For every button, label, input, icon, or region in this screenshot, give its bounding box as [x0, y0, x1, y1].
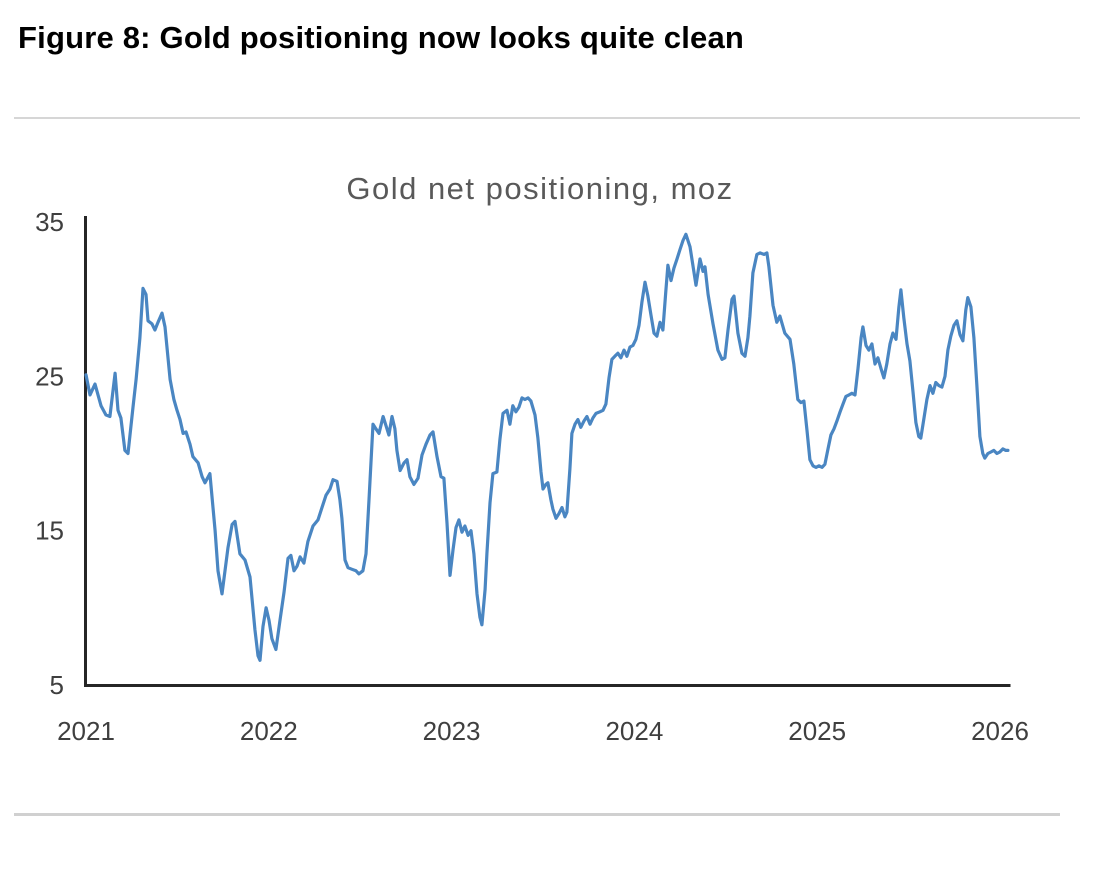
series-line [84, 232, 1010, 662]
axis-spines [84, 216, 1011, 687]
y-tick-label: 35 [35, 207, 64, 237]
chart-tick-labels: 5 15 25 35 2021 2022 2023 2024 2025 2026 [35, 207, 1029, 746]
x-tick-label: 2021 [57, 716, 115, 746]
x-tick-label: 2024 [605, 716, 663, 746]
chart-title: Gold net positioning, moz [346, 171, 733, 206]
y-tick-label: 5 [50, 670, 64, 700]
figure-title: Figure 8: Gold positioning now looks qui… [18, 20, 745, 55]
chart-series [84, 232, 1010, 662]
y-tick-label: 25 [35, 361, 64, 391]
x-tick-label: 2025 [788, 716, 846, 746]
x-tick-label: 2023 [423, 716, 481, 746]
chart-axes [84, 216, 1011, 687]
x-tick-label: 2026 [971, 716, 1029, 746]
x-tick-label: 2022 [240, 716, 298, 746]
bottom-divider [14, 813, 1060, 816]
y-tick-label: 15 [35, 516, 64, 546]
top-divider [14, 117, 1080, 119]
